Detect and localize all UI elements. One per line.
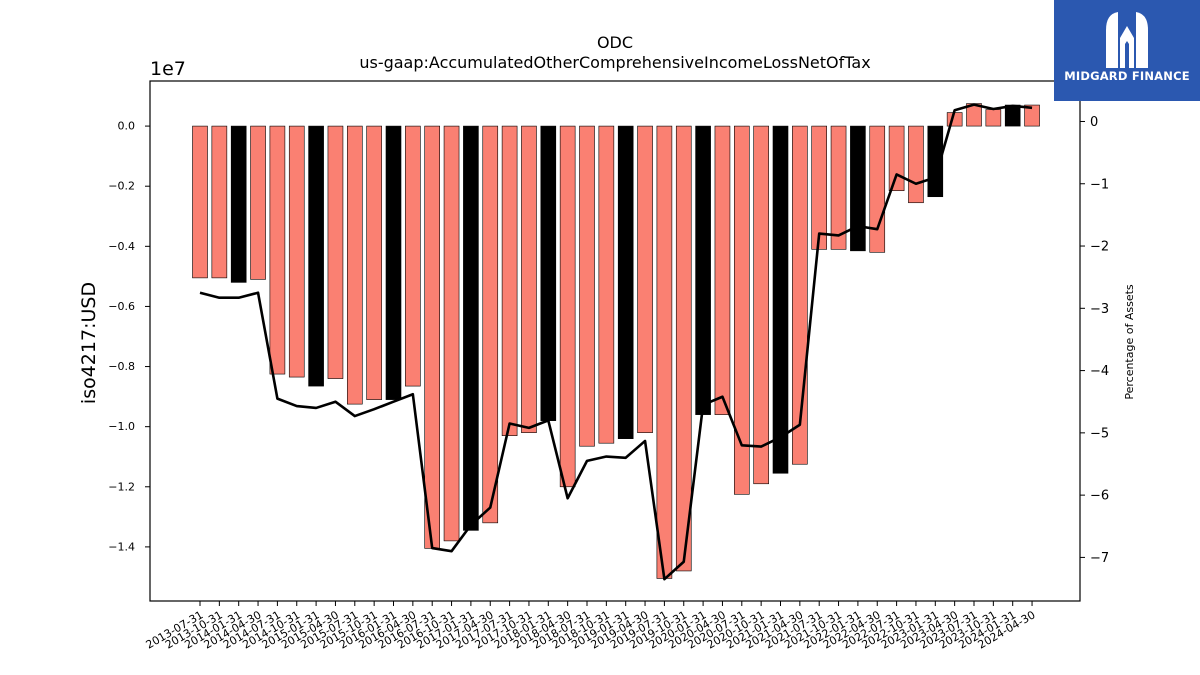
bar-2018-07-31 — [579, 125, 595, 447]
bar-2015-07-31 — [346, 125, 363, 405]
bar-2016-10-31 — [443, 125, 460, 542]
bar-2022-01-31 — [850, 125, 866, 252]
y-tick-label: −0.4 — [108, 240, 135, 253]
bar-2013-07-31 — [192, 125, 208, 279]
bar-2024-04-30 — [1024, 104, 1040, 127]
bar-2023-10-31 — [985, 109, 1002, 127]
bar-2022-07-31 — [888, 125, 905, 192]
y2-tick-label: −6 — [1090, 489, 1109, 504]
bar-2015-04-30 — [327, 125, 344, 379]
y-tick-label: −0.2 — [108, 180, 135, 193]
y2-tick-label: 0 — [1090, 115, 1098, 130]
percentage-of-assets-line — [199, 103, 1033, 581]
bar-2016-04-30 — [405, 125, 421, 387]
bar-2020-10-31 — [753, 125, 769, 485]
bar-2021-01-31 — [772, 125, 789, 474]
bar-2017-10-31 — [521, 125, 537, 433]
y-tick-label: −1.4 — [108, 540, 135, 553]
chart-subtitle: us-gaap:AccumulatedOtherComprehensiveInc… — [359, 53, 870, 72]
bar-2016-07-31 — [424, 125, 441, 549]
bar-2014-04-30 — [250, 125, 266, 280]
bar-2015-10-31 — [366, 125, 382, 400]
brand-logo: MIDGARD FINANCE — [1054, 0, 1200, 101]
bar-2019-04-30 — [637, 125, 653, 433]
y-axis-label: iso4217:USD — [78, 282, 100, 404]
bar-2021-07-31 — [811, 125, 828, 250]
bar-2014-07-31 — [269, 125, 286, 375]
y-tick-label: −0.8 — [108, 360, 135, 373]
bar-2019-10-31 — [675, 125, 692, 572]
chart-title: ODC — [597, 33, 633, 52]
brand-name: MIDGARD FINANCE — [1064, 69, 1190, 83]
bar-2013-10-31 — [211, 125, 228, 279]
bar-2018-01-31 — [540, 125, 557, 421]
y-tick-label: −1.2 — [108, 480, 135, 493]
bar-2020-04-30 — [714, 125, 731, 415]
y2-axis-ticks: 0 −1 −2 −3 −4 −5 −6 −7 — [1080, 115, 1109, 566]
bar-2016-01-31 — [385, 125, 402, 400]
x-axis-ticks: 2013-07-312013-10-312014-01-312014-04-30… — [144, 601, 1038, 652]
bar-2014-01-31 — [230, 125, 247, 283]
y2-tick-label: −2 — [1090, 240, 1109, 255]
line-series — [199, 103, 1033, 581]
y2-tick-label: −7 — [1090, 551, 1109, 566]
y2-tick-label: −4 — [1090, 364, 1109, 379]
bar-series — [192, 103, 1040, 579]
y-tick-label: 0.0 — [118, 120, 136, 133]
midgard-m-icon — [1106, 12, 1148, 68]
y-axis-ticks: 0.0 −0.2 −0.4 −0.6 −0.8 −1.0 −1.2 −1.4 — [108, 120, 150, 553]
bar-2018-04-30 — [559, 125, 576, 488]
bar-2017-07-31 — [501, 125, 518, 436]
bar-2014-10-31 — [288, 125, 305, 378]
bar-2017-01-31 — [463, 125, 479, 531]
plot-frame — [149, 80, 1081, 602]
y2-tick-label: −3 — [1090, 302, 1109, 317]
y-tick-label: −0.6 — [108, 300, 135, 313]
bar-2015-01-31 — [308, 125, 324, 387]
bar-2020-07-31 — [733, 125, 750, 495]
bar-2019-07-31 — [656, 125, 673, 579]
y2-axis-label: Percentage of Assets — [1123, 284, 1136, 400]
bar-2017-04-30 — [482, 125, 499, 524]
bar-2024-01-31 — [1004, 104, 1021, 127]
y2-tick-label: −5 — [1090, 426, 1109, 441]
bar-2021-10-31 — [830, 125, 847, 250]
y2-tick-label: −1 — [1090, 177, 1109, 192]
bar-2022-04-30 — [869, 125, 886, 253]
bar-2019-01-31 — [617, 125, 634, 439]
y-tick-label: −1.0 — [108, 420, 135, 433]
bar-2022-10-31 — [908, 125, 924, 204]
y-offset-label: 1e7 — [150, 58, 186, 80]
bar-2018-10-31 — [598, 125, 615, 444]
bar-2020-01-31 — [695, 125, 711, 415]
